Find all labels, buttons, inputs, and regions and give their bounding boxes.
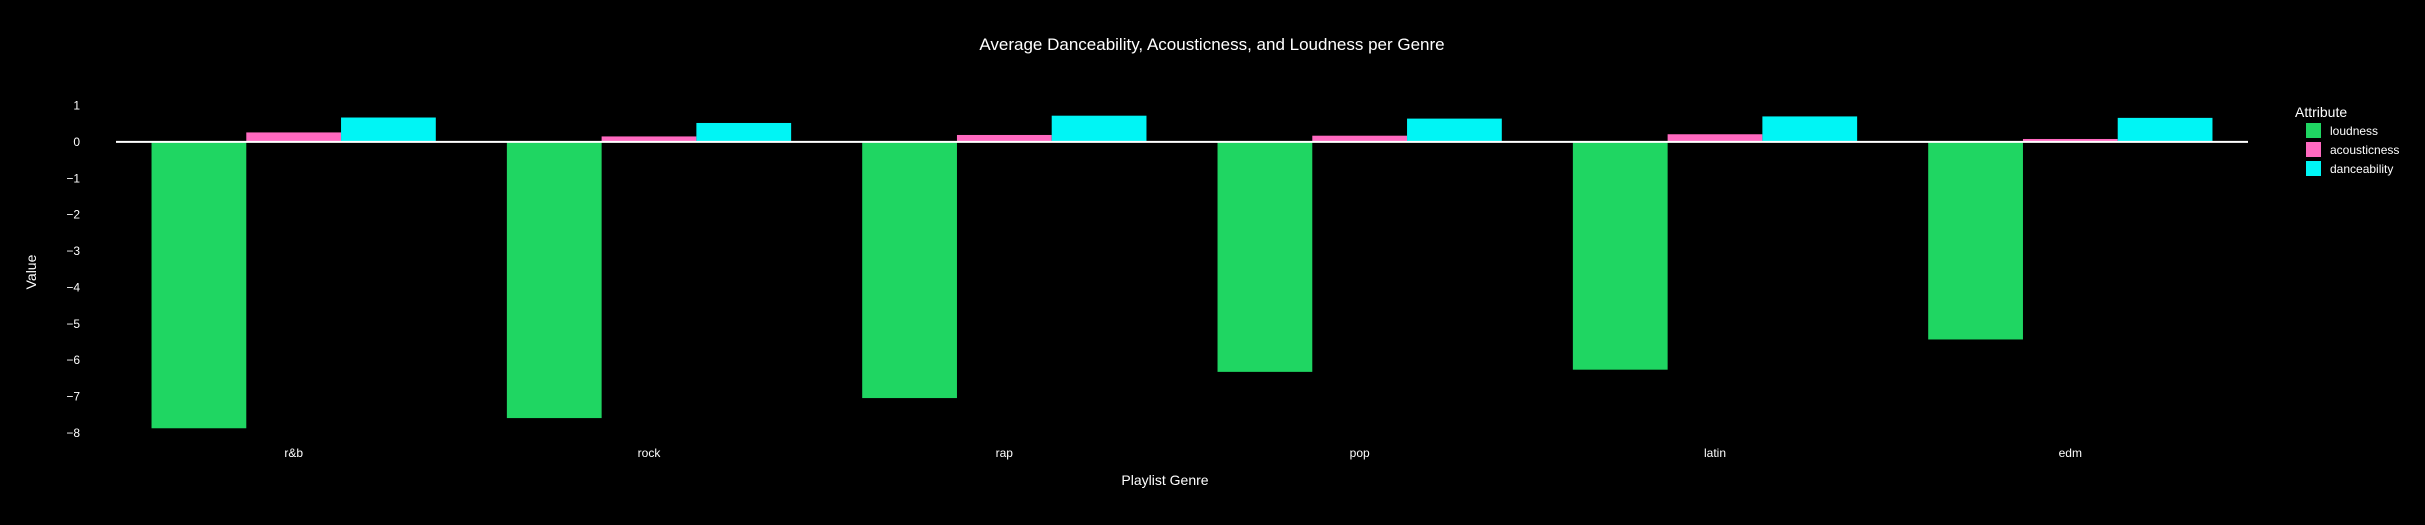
legend-label: loudness (2330, 124, 2378, 138)
legend-label: danceability (2330, 162, 2393, 176)
y-axis-title: Value (23, 254, 39, 289)
legend-item-danceability[interactable]: danceability (2306, 161, 2393, 176)
x-tick-label: pop (1350, 446, 1370, 460)
bar-acousticness-2[interactable] (956, 134, 1052, 142)
x-tick-label: latin (1704, 446, 1726, 460)
bar-loudness-5[interactable] (1928, 141, 2023, 340)
x-tick-label: rap (996, 446, 1014, 460)
x-tick-label: edm (2059, 446, 2082, 460)
chart-title: Average Danceability, Acousticness, and … (979, 35, 1444, 54)
bar-loudness-0[interactable] (151, 141, 247, 429)
bar-acousticness-4[interactable] (1667, 134, 1763, 142)
bar-danceability-3[interactable] (1407, 118, 1502, 142)
bar-acousticness-1[interactable] (601, 136, 697, 142)
bar-acousticness-3[interactable] (1312, 135, 1408, 142)
legend-item-loudness[interactable]: loudness (2306, 123, 2378, 138)
legend-swatch (2306, 161, 2321, 176)
x-tick-label: rock (638, 446, 662, 460)
legend-title: Attribute (2295, 104, 2347, 120)
bar-acousticness-5[interactable] (2022, 138, 2118, 142)
legend-item-acousticness[interactable]: acousticness (2306, 142, 2399, 157)
x-axis-title: Playlist Genre (1121, 472, 1208, 488)
legend-label: acousticness (2330, 143, 2399, 157)
bar-loudness-1[interactable] (506, 141, 602, 419)
y-tick-label: 0 (73, 135, 80, 149)
bar-acousticness-0[interactable] (246, 132, 342, 142)
bar-danceability-2[interactable] (1051, 115, 1147, 142)
y-tick-label: −2 (66, 208, 80, 222)
x-tick-label: r&b (284, 446, 303, 460)
plot-area: 1 0 −1 −2 −3 −4 −5 −6 −7 −8 r&b rock rap pop latin edm (66, 99, 2248, 460)
legend[interactable]: Attribute loudness acousticness danceabili… (2295, 104, 2399, 176)
bar-danceability-1[interactable] (696, 122, 792, 142)
y-tick-label: −5 (66, 317, 80, 331)
legend-swatch (2306, 142, 2321, 157)
y-tick-label: 1 (73, 99, 80, 113)
bar-danceability-4[interactable] (1762, 116, 1858, 142)
bar-loudness-3[interactable] (1217, 141, 1313, 372)
y-tick-label: −6 (66, 353, 80, 367)
y-tick-label: −8 (66, 426, 80, 440)
bar-danceability-0[interactable] (341, 117, 436, 142)
bar-loudness-2[interactable] (862, 141, 957, 399)
legend-swatch (2306, 123, 2321, 138)
y-tick-label: −7 (66, 390, 80, 404)
bar-danceability-5[interactable] (2117, 117, 2213, 142)
y-tick-label: −3 (66, 244, 80, 258)
bar-loudness-4[interactable] (1572, 141, 1668, 370)
y-tick-label: −4 (66, 280, 80, 294)
y-tick-label: −1 (66, 171, 80, 185)
